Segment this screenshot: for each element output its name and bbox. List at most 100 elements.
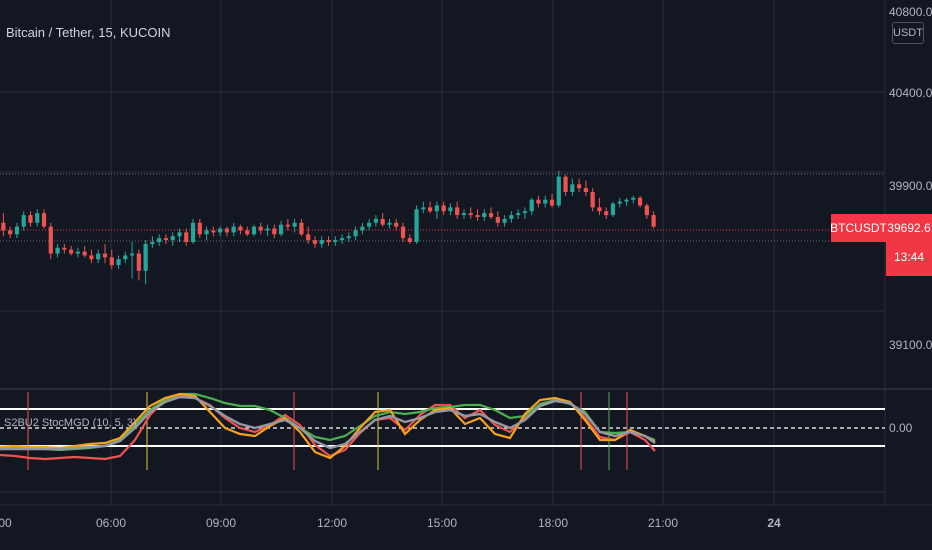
candle [373,218,379,223]
last-price-box: 39692.6 13:44 [886,214,932,276]
time-label: 21:00 [648,516,678,530]
osc-grey-line [0,395,656,451]
osc-orange-line [0,392,656,460]
candle [278,224,284,235]
candle [461,213,467,216]
candle [400,226,406,239]
candle [549,199,555,206]
candle [204,230,209,235]
candle [251,226,257,235]
candle [346,236,351,239]
indicator-pane [0,392,885,470]
candle [197,222,202,235]
candle [617,201,622,204]
candle [624,199,629,202]
candle [218,228,223,233]
candle [41,213,47,227]
candle [245,230,250,235]
candle [434,205,439,212]
candle [488,213,494,217]
candle [529,199,534,212]
candle [455,207,460,216]
candle [55,247,60,254]
price-label: 39100.0 [889,338,932,352]
candle [367,222,372,227]
candle [319,240,324,244]
candle [299,222,304,235]
candle [637,197,643,206]
candle [509,215,514,219]
candle [360,226,365,231]
candle [163,238,169,241]
candle [129,253,135,256]
candle [157,238,162,242]
candle [583,188,588,192]
price-label: 40800.0 [889,5,932,19]
candle [69,249,74,254]
candle [8,230,13,235]
candle [170,236,175,241]
candle [312,240,318,244]
candle [62,247,67,250]
candle [644,205,649,216]
candle [387,222,392,225]
candle [306,234,311,241]
candle [333,240,338,242]
candle [610,203,616,216]
candle [211,230,216,233]
candle [604,211,609,216]
candle [75,251,80,254]
candle [421,207,426,210]
time-label: 24 [767,516,781,530]
bar-countdown: 13:44 [893,250,925,264]
candle [116,259,121,266]
candle [536,199,541,204]
candle [123,255,128,260]
candle [353,230,358,237]
candles [1,170,656,285]
currency-button[interactable]: USDT [892,22,924,44]
time-label: 09:00 [206,516,236,530]
candle [339,238,345,241]
candle [177,232,182,237]
candle [563,176,568,192]
candle [136,253,141,271]
candle [570,184,575,192]
time-label: 15:00 [427,516,457,530]
candle [109,257,114,266]
candle [150,242,155,244]
time-label: 12:00 [317,516,347,530]
symbol-title[interactable]: Bitcain / Tether, 15, KUCOIN [6,25,171,40]
candle [102,253,108,258]
price-axis[interactable]: 40800.0 40400.0 39900.0 39100.0 0.00 [889,5,932,435]
candle [21,215,26,227]
candle [238,226,243,231]
candle [448,207,453,212]
candle [1,222,6,231]
candle [258,226,263,231]
candle [184,232,189,242]
time-label: 18:00 [538,516,568,530]
candle [190,222,196,242]
candle [441,205,446,212]
price-label: 39900.0 [889,179,932,193]
candle [407,238,412,242]
candle [631,197,636,200]
candle [292,222,297,227]
candle [516,213,521,216]
candle [543,199,548,204]
candle [475,215,480,217]
last-price-value: 39692.6 [887,221,931,235]
candle [285,224,290,227]
candle [502,218,507,223]
candle [326,240,331,242]
candle [96,253,101,260]
candle [28,215,33,223]
time-axis[interactable]: 00 06:00 09:00 12:00 15:00 18:00 21:00 2… [0,516,781,530]
candle [427,207,433,212]
candle [590,192,595,208]
candle [224,228,230,233]
indicator-legend[interactable]: S2BU2 StocMGD (10, 5, 3) [4,417,137,429]
